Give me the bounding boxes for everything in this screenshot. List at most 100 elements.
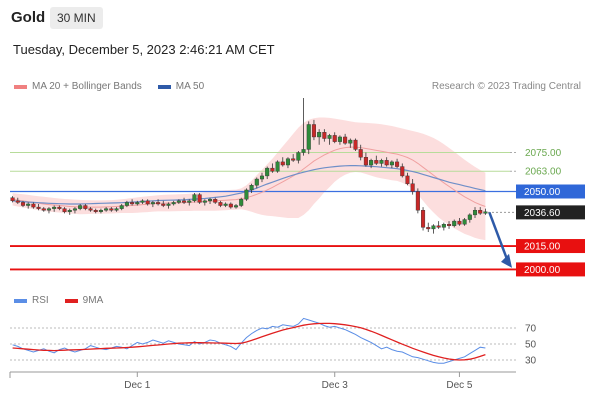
candle-body-61 bbox=[327, 135, 332, 139]
legend-item-rsi: RSI bbox=[14, 295, 49, 306]
legend-label-rsi: RSI bbox=[32, 295, 49, 306]
level-tag-bg-2 bbox=[516, 184, 585, 199]
candle-body-24 bbox=[135, 202, 140, 205]
legend-label-ma20: MA 20 + Bollinger Bands bbox=[32, 81, 142, 92]
candle-body-46 bbox=[249, 185, 254, 191]
candle-body-43 bbox=[233, 205, 239, 208]
candle-body-35 bbox=[192, 194, 197, 202]
candle-body-45 bbox=[244, 189, 249, 200]
candle-body-54 bbox=[291, 158, 296, 161]
candle-body-33 bbox=[182, 200, 187, 203]
legend-label-9ma: 9MA bbox=[82, 295, 104, 306]
candle-body-65 bbox=[348, 139, 353, 144]
candle-body-78 bbox=[415, 191, 420, 211]
candle-body-40 bbox=[218, 202, 223, 206]
chart-datetime: Tuesday, December 5, 2023 2:46:21 AM CET bbox=[13, 42, 275, 57]
candle-body-9 bbox=[57, 206, 62, 209]
rsi-tick-label-70: 70 bbox=[525, 324, 537, 335]
candle-body-3 bbox=[26, 203, 31, 206]
candle-body-83 bbox=[441, 224, 446, 228]
candle-body-14 bbox=[83, 205, 88, 209]
candle-body-37 bbox=[202, 200, 207, 203]
candle-body-81 bbox=[431, 225, 436, 230]
level-tag-label-5: 2000.00 bbox=[524, 265, 561, 276]
level-tag-label-3: 2036.60 bbox=[524, 208, 561, 219]
candle-body-55 bbox=[296, 152, 301, 161]
candle-body-12 bbox=[72, 208, 77, 211]
level-tag-bg-3 bbox=[516, 205, 585, 220]
candle-body-44 bbox=[239, 199, 244, 206]
candle-body-5 bbox=[36, 206, 41, 209]
candle-body-6 bbox=[41, 208, 46, 211]
candle-body-60 bbox=[322, 132, 327, 139]
candle-body-79 bbox=[421, 209, 426, 228]
legend-swatch-ma20 bbox=[14, 84, 27, 89]
candle-body-1 bbox=[15, 200, 20, 203]
price-legend: MA 20 + Bollinger Bands MA 50 bbox=[14, 81, 220, 92]
candle-body-25 bbox=[140, 200, 145, 203]
candle-body-52 bbox=[280, 161, 285, 166]
projection-arrow-line bbox=[488, 211, 510, 263]
candle-body-58 bbox=[311, 124, 316, 138]
legend-item-ma50: MA 50 bbox=[157, 81, 205, 92]
candle-body-49 bbox=[265, 167, 270, 177]
candle-body-53 bbox=[285, 158, 290, 166]
level-tag-label-0: 2075.00 bbox=[525, 148, 562, 159]
candle-body-66 bbox=[353, 139, 358, 150]
level-tag-label-2: 2050.00 bbox=[524, 187, 561, 198]
candle-body-70 bbox=[374, 160, 379, 164]
legend-label-ma50: MA 50 bbox=[175, 81, 205, 92]
candle-body-8 bbox=[52, 206, 57, 209]
moving-averages bbox=[12, 146, 486, 208]
legend-swatch-ma50 bbox=[157, 84, 171, 89]
x-tick-label-1: Dec 3 bbox=[322, 380, 349, 391]
level-tag-bg-5 bbox=[516, 262, 585, 277]
candle-body-36 bbox=[197, 194, 202, 203]
candle-body-29 bbox=[161, 203, 166, 206]
candle-body-62 bbox=[332, 135, 337, 142]
legend-swatch-9ma bbox=[64, 298, 78, 303]
legend-item-9ma: 9MA bbox=[64, 295, 104, 306]
price-tags: 2075.00 2063.00 2050.00 2036.60 2015.00 2000.… bbox=[516, 148, 585, 277]
candle-body-51 bbox=[275, 161, 280, 172]
candle-body-47 bbox=[254, 178, 259, 186]
candle-body-0 bbox=[10, 197, 15, 202]
candle-body-90 bbox=[478, 209, 483, 214]
candle-body-31 bbox=[171, 202, 176, 205]
candle-body-91 bbox=[483, 211, 488, 214]
candle-body-69 bbox=[369, 160, 374, 166]
candle-body-38 bbox=[208, 199, 213, 202]
instrument-title: Gold bbox=[11, 9, 46, 26]
rsi-tick-label-50: 50 bbox=[525, 340, 537, 351]
candle-body-56 bbox=[301, 149, 306, 153]
x-tick-label-0: Dec 1 bbox=[124, 380, 151, 391]
candle-body-82 bbox=[436, 225, 441, 228]
candle-body-7 bbox=[46, 208, 51, 211]
level-tag-bg-4 bbox=[516, 239, 585, 254]
header: Gold 30 MIN bbox=[0, 0, 589, 36]
candle-body-64 bbox=[343, 136, 348, 144]
candle-body-67 bbox=[358, 149, 363, 158]
candle-body-76 bbox=[405, 175, 410, 184]
rsi-series-rsi bbox=[12, 317, 486, 364]
candle-body-32 bbox=[176, 200, 181, 203]
candle-body-20 bbox=[114, 208, 119, 211]
candle-body-4 bbox=[31, 203, 36, 208]
candle-body-39 bbox=[213, 199, 218, 203]
candle-body-42 bbox=[228, 203, 233, 208]
candle-body-19 bbox=[109, 208, 114, 211]
legend-swatch-rsi bbox=[14, 298, 27, 303]
timeframe-badge[interactable]: 30 MIN bbox=[50, 7, 103, 29]
candle-body-59 bbox=[317, 132, 322, 138]
candle-body-71 bbox=[379, 160, 384, 164]
candle-body-17 bbox=[98, 209, 103, 212]
candle-body-74 bbox=[395, 161, 400, 167]
candle-body-10 bbox=[62, 208, 67, 212]
bollinger-band-area bbox=[12, 117, 486, 241]
x-axis: Dec 1 Dec 3 Dec 5 bbox=[9, 371, 516, 391]
candle-body-22 bbox=[124, 202, 129, 206]
candle-body-2 bbox=[20, 202, 26, 206]
rsi-tick-label-30: 30 bbox=[525, 356, 537, 367]
candle-body-13 bbox=[78, 205, 83, 209]
